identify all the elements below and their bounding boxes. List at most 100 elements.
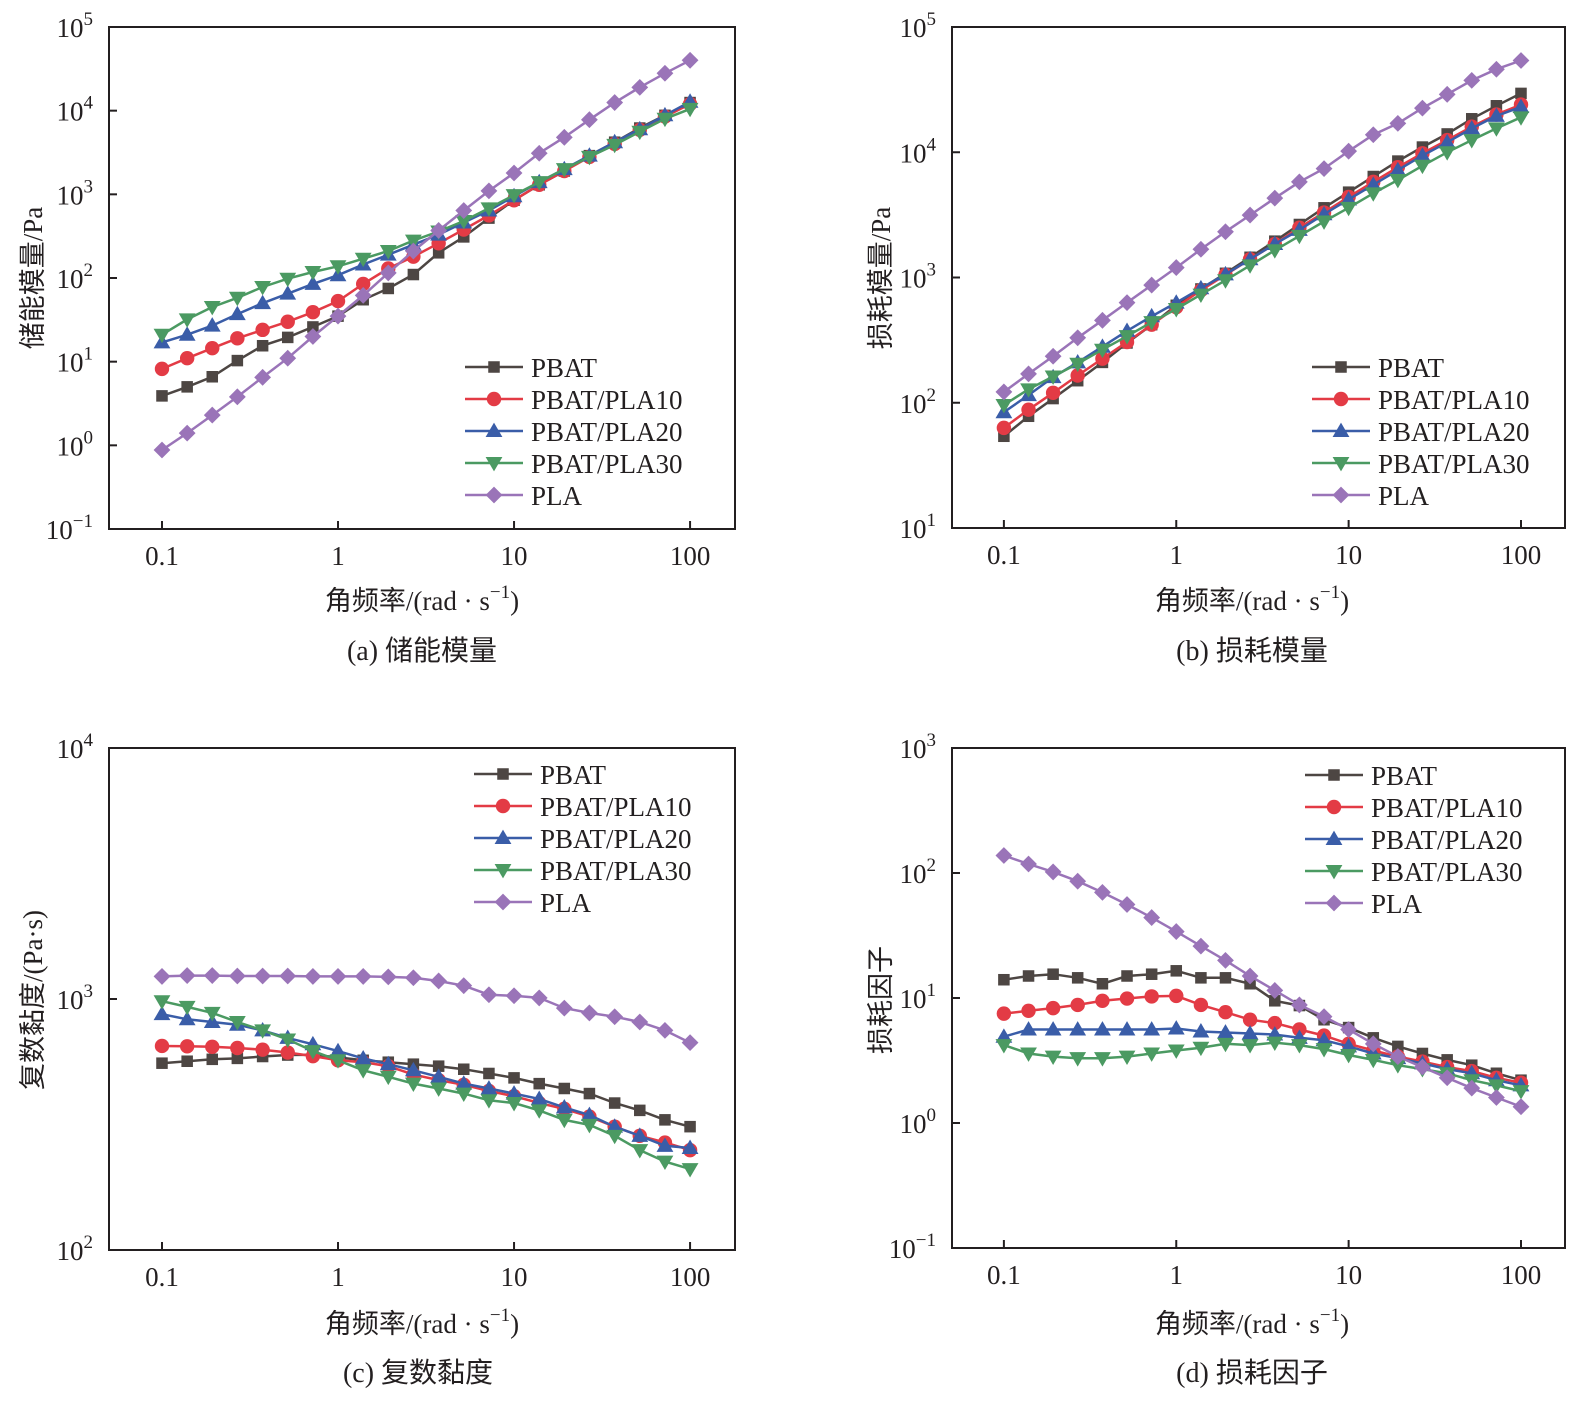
- data-point: [304, 265, 322, 281]
- legend-item: PBAT/PLA30: [1312, 449, 1530, 479]
- data-point: [254, 294, 272, 310]
- legend-label: PBAT/PLA10: [540, 792, 692, 822]
- data-point: [153, 1005, 171, 1021]
- data-point: [1463, 1079, 1481, 1097]
- data-point: [1438, 85, 1456, 103]
- data-point: [1121, 970, 1133, 982]
- data-point: [1340, 1021, 1358, 1038]
- data-point: [178, 313, 196, 328]
- marker-circle: [495, 798, 511, 814]
- data-point: [1488, 60, 1505, 78]
- series-pbat-pla30: [995, 1036, 1530, 1100]
- data-point: [1512, 98, 1530, 113]
- data-point: [631, 1144, 649, 1159]
- data-point: [203, 406, 221, 424]
- data-point: [480, 182, 498, 200]
- marker-diamond: [1332, 486, 1350, 504]
- y-tick-label: 102: [900, 385, 937, 419]
- marker-triangle-up: [494, 829, 512, 844]
- data-point: [1095, 993, 1110, 1008]
- plot-frame: [951, 747, 1566, 1249]
- data-point: [156, 1057, 168, 1069]
- y-tick-label: 101: [57, 344, 94, 378]
- data-point: [231, 354, 244, 367]
- data-point: [480, 986, 498, 1004]
- data-point: [1195, 972, 1207, 984]
- data-point: [203, 317, 221, 332]
- data-point: [1465, 113, 1478, 125]
- y-tick-label: 10−1: [46, 511, 93, 545]
- data-point: [1389, 161, 1407, 177]
- data-point: [1290, 173, 1308, 191]
- data-point: [681, 51, 699, 69]
- data-point: [1069, 357, 1087, 373]
- data-point: [1170, 965, 1183, 977]
- data-point: [430, 972, 448, 990]
- x-tick-label: 0.1: [145, 1262, 179, 1292]
- data-point: [203, 301, 221, 316]
- data-point: [555, 128, 573, 146]
- data-point: [329, 1042, 347, 1058]
- data-point: [254, 368, 272, 386]
- data-point: [1143, 276, 1161, 294]
- data-point: [1488, 1079, 1505, 1094]
- legend-label: PBAT/PLA10: [1378, 385, 1530, 415]
- marker-diamond: [485, 486, 503, 504]
- data-point: [996, 1006, 1012, 1021]
- y-tick-label: 100: [900, 1105, 937, 1139]
- data-point: [581, 1106, 598, 1122]
- data-point: [205, 1039, 220, 1055]
- data-point: [281, 331, 294, 344]
- data-point: [1515, 87, 1527, 100]
- data-point: [1217, 1024, 1234, 1039]
- data-point: [455, 1075, 473, 1090]
- data-point: [1045, 385, 1061, 401]
- data-point: [1438, 1069, 1456, 1087]
- data-point: [1167, 923, 1185, 940]
- y-tick-label: 103: [900, 730, 937, 764]
- data-point: [432, 247, 445, 259]
- data-point: [1490, 100, 1503, 112]
- data-point: [1193, 997, 1209, 1013]
- data-point: [1094, 1052, 1111, 1067]
- data-point: [1217, 1037, 1234, 1053]
- legend-item: PBAT/PLA10: [1305, 793, 1523, 823]
- y-tick-label: 10−1: [889, 1230, 936, 1264]
- series-line: [1003, 105, 1522, 414]
- data-point: [1512, 52, 1530, 69]
- data-point: [631, 1013, 649, 1031]
- y-axis-title: 复数黏度/(Pa·s): [18, 910, 48, 1090]
- data-point: [1340, 201, 1358, 217]
- data-point: [1512, 1098, 1530, 1116]
- data-point: [404, 969, 422, 987]
- data-point: [153, 441, 171, 459]
- legend-item: PBAT: [1305, 761, 1438, 791]
- data-point: [1340, 1038, 1358, 1053]
- y-tick-label: 101: [900, 510, 937, 544]
- data-point: [1364, 176, 1382, 191]
- data-point: [430, 1068, 448, 1083]
- data-point: [483, 1067, 495, 1080]
- data-point: [606, 94, 624, 111]
- data-point: [1416, 1047, 1429, 1060]
- data-point: [153, 995, 171, 1010]
- chart-a: 10−1 100 101 102 103 104 105 0.1 1 10 100 角频率/(rad …: [18, 9, 736, 667]
- data-point: [1241, 967, 1259, 985]
- data-point: [455, 215, 473, 230]
- marker-triangle-down: [485, 457, 503, 472]
- y-axis-title: 损耗因子: [866, 946, 896, 1054]
- data-point: [153, 968, 171, 985]
- x-tick-label: 0.1: [987, 1260, 1021, 1290]
- data-point: [558, 1082, 571, 1095]
- series-pla: [995, 52, 1530, 401]
- data-point: [995, 383, 1013, 401]
- y-tick-label: 101: [900, 980, 937, 1014]
- y-axis-title: 损耗模量/Pa: [866, 207, 896, 350]
- data-point: [1143, 1021, 1161, 1036]
- data-point: [304, 1045, 322, 1060]
- y-tick-label: 105: [900, 9, 937, 43]
- series-pla: [153, 967, 699, 1052]
- data-point: [382, 282, 395, 295]
- data-point: [1315, 215, 1333, 230]
